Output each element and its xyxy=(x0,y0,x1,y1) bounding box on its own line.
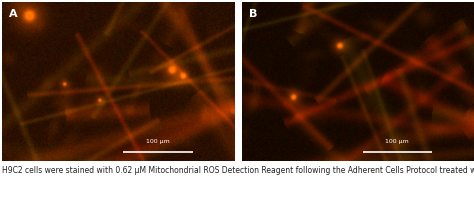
Text: 100 μm: 100 μm xyxy=(385,139,409,144)
Text: 100 μm: 100 μm xyxy=(146,139,170,144)
Text: A: A xyxy=(9,9,18,19)
Text: H9C2 cells were stained with 0.62 μM Mitochondrial ROS Detection Reagent followi: H9C2 cells were stained with 0.62 μM Mit… xyxy=(2,166,474,175)
Text: B: B xyxy=(249,9,257,19)
